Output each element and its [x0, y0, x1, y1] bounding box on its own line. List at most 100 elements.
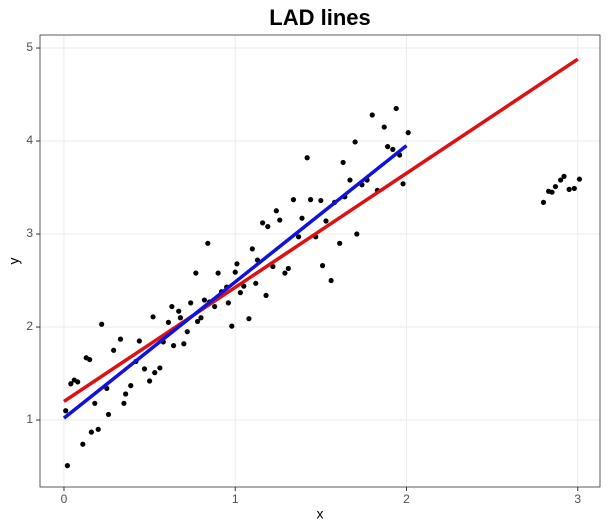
point — [393, 105, 399, 112]
point — [95, 426, 101, 432]
point — [295, 234, 302, 240]
point — [225, 300, 231, 306]
point — [194, 318, 201, 325]
point — [241, 283, 247, 289]
point — [128, 383, 134, 389]
point — [123, 391, 129, 397]
point — [193, 270, 199, 276]
point — [340, 159, 346, 166]
point — [169, 303, 175, 310]
y-tick-label: 2 — [26, 319, 33, 333]
y-tick-label: 1 — [26, 412, 33, 426]
point — [260, 220, 266, 226]
point — [285, 265, 291, 272]
point — [318, 197, 324, 204]
x-tick-label: 0 — [61, 492, 68, 506]
point — [304, 155, 310, 161]
point — [63, 408, 69, 414]
grid — [40, 35, 600, 487]
y-axis-title: y — [6, 258, 22, 265]
point — [181, 341, 187, 347]
fit-line — [62, 144, 408, 420]
point — [405, 130, 411, 136]
point — [64, 463, 71, 469]
y-tick-label: 5 — [26, 40, 33, 54]
point — [215, 270, 221, 276]
point — [117, 336, 124, 342]
point — [99, 321, 105, 327]
point — [253, 280, 259, 286]
point — [105, 411, 112, 418]
fit-line — [63, 57, 579, 403]
y-tick-label: 3 — [26, 226, 33, 240]
point — [150, 314, 156, 320]
point — [147, 378, 153, 384]
point — [277, 217, 283, 223]
point — [246, 316, 252, 322]
point — [111, 347, 117, 353]
point — [198, 315, 204, 321]
point — [263, 292, 269, 299]
point — [381, 124, 387, 130]
point — [290, 197, 297, 203]
point — [234, 261, 240, 267]
point — [552, 183, 559, 190]
point — [566, 186, 572, 192]
point — [390, 146, 396, 152]
point — [165, 319, 172, 325]
point — [141, 366, 148, 372]
point — [177, 315, 184, 321]
point — [265, 223, 271, 230]
point — [270, 263, 276, 270]
point — [319, 263, 326, 269]
point — [540, 199, 547, 206]
point — [157, 365, 163, 371]
point — [354, 231, 360, 237]
point — [328, 277, 334, 284]
point — [576, 176, 583, 182]
point — [92, 400, 98, 406]
point — [75, 379, 81, 385]
point — [212, 303, 218, 310]
point — [87, 356, 93, 363]
point — [232, 269, 238, 275]
point — [80, 441, 86, 447]
point — [282, 270, 288, 276]
point — [558, 177, 564, 183]
point — [299, 215, 305, 221]
point — [237, 290, 243, 296]
x-axis-title: x — [317, 506, 324, 522]
point — [307, 197, 314, 203]
point — [184, 329, 190, 335]
point — [170, 343, 177, 349]
point — [205, 240, 211, 246]
point — [249, 246, 255, 252]
point — [88, 429, 94, 435]
point — [549, 189, 555, 195]
point — [136, 338, 142, 344]
point — [152, 370, 158, 376]
point — [369, 112, 375, 118]
panel-border — [39, 34, 601, 488]
x-tick-label: 2 — [403, 492, 410, 506]
point — [571, 185, 577, 192]
point — [68, 381, 74, 387]
point — [347, 177, 353, 183]
x-tick-label: 3 — [574, 492, 581, 506]
point — [201, 297, 208, 303]
point — [121, 400, 127, 406]
point — [273, 208, 279, 214]
point — [561, 173, 567, 179]
point — [229, 323, 235, 329]
point — [337, 240, 343, 246]
point — [188, 300, 194, 306]
chart-title: LAD lines — [269, 5, 370, 30]
point — [176, 308, 182, 314]
point — [352, 139, 358, 145]
y-tick-label: 4 — [26, 133, 33, 147]
point — [400, 181, 406, 187]
x-tick-label: 1 — [232, 492, 239, 506]
point — [385, 144, 391, 150]
point — [323, 218, 329, 224]
